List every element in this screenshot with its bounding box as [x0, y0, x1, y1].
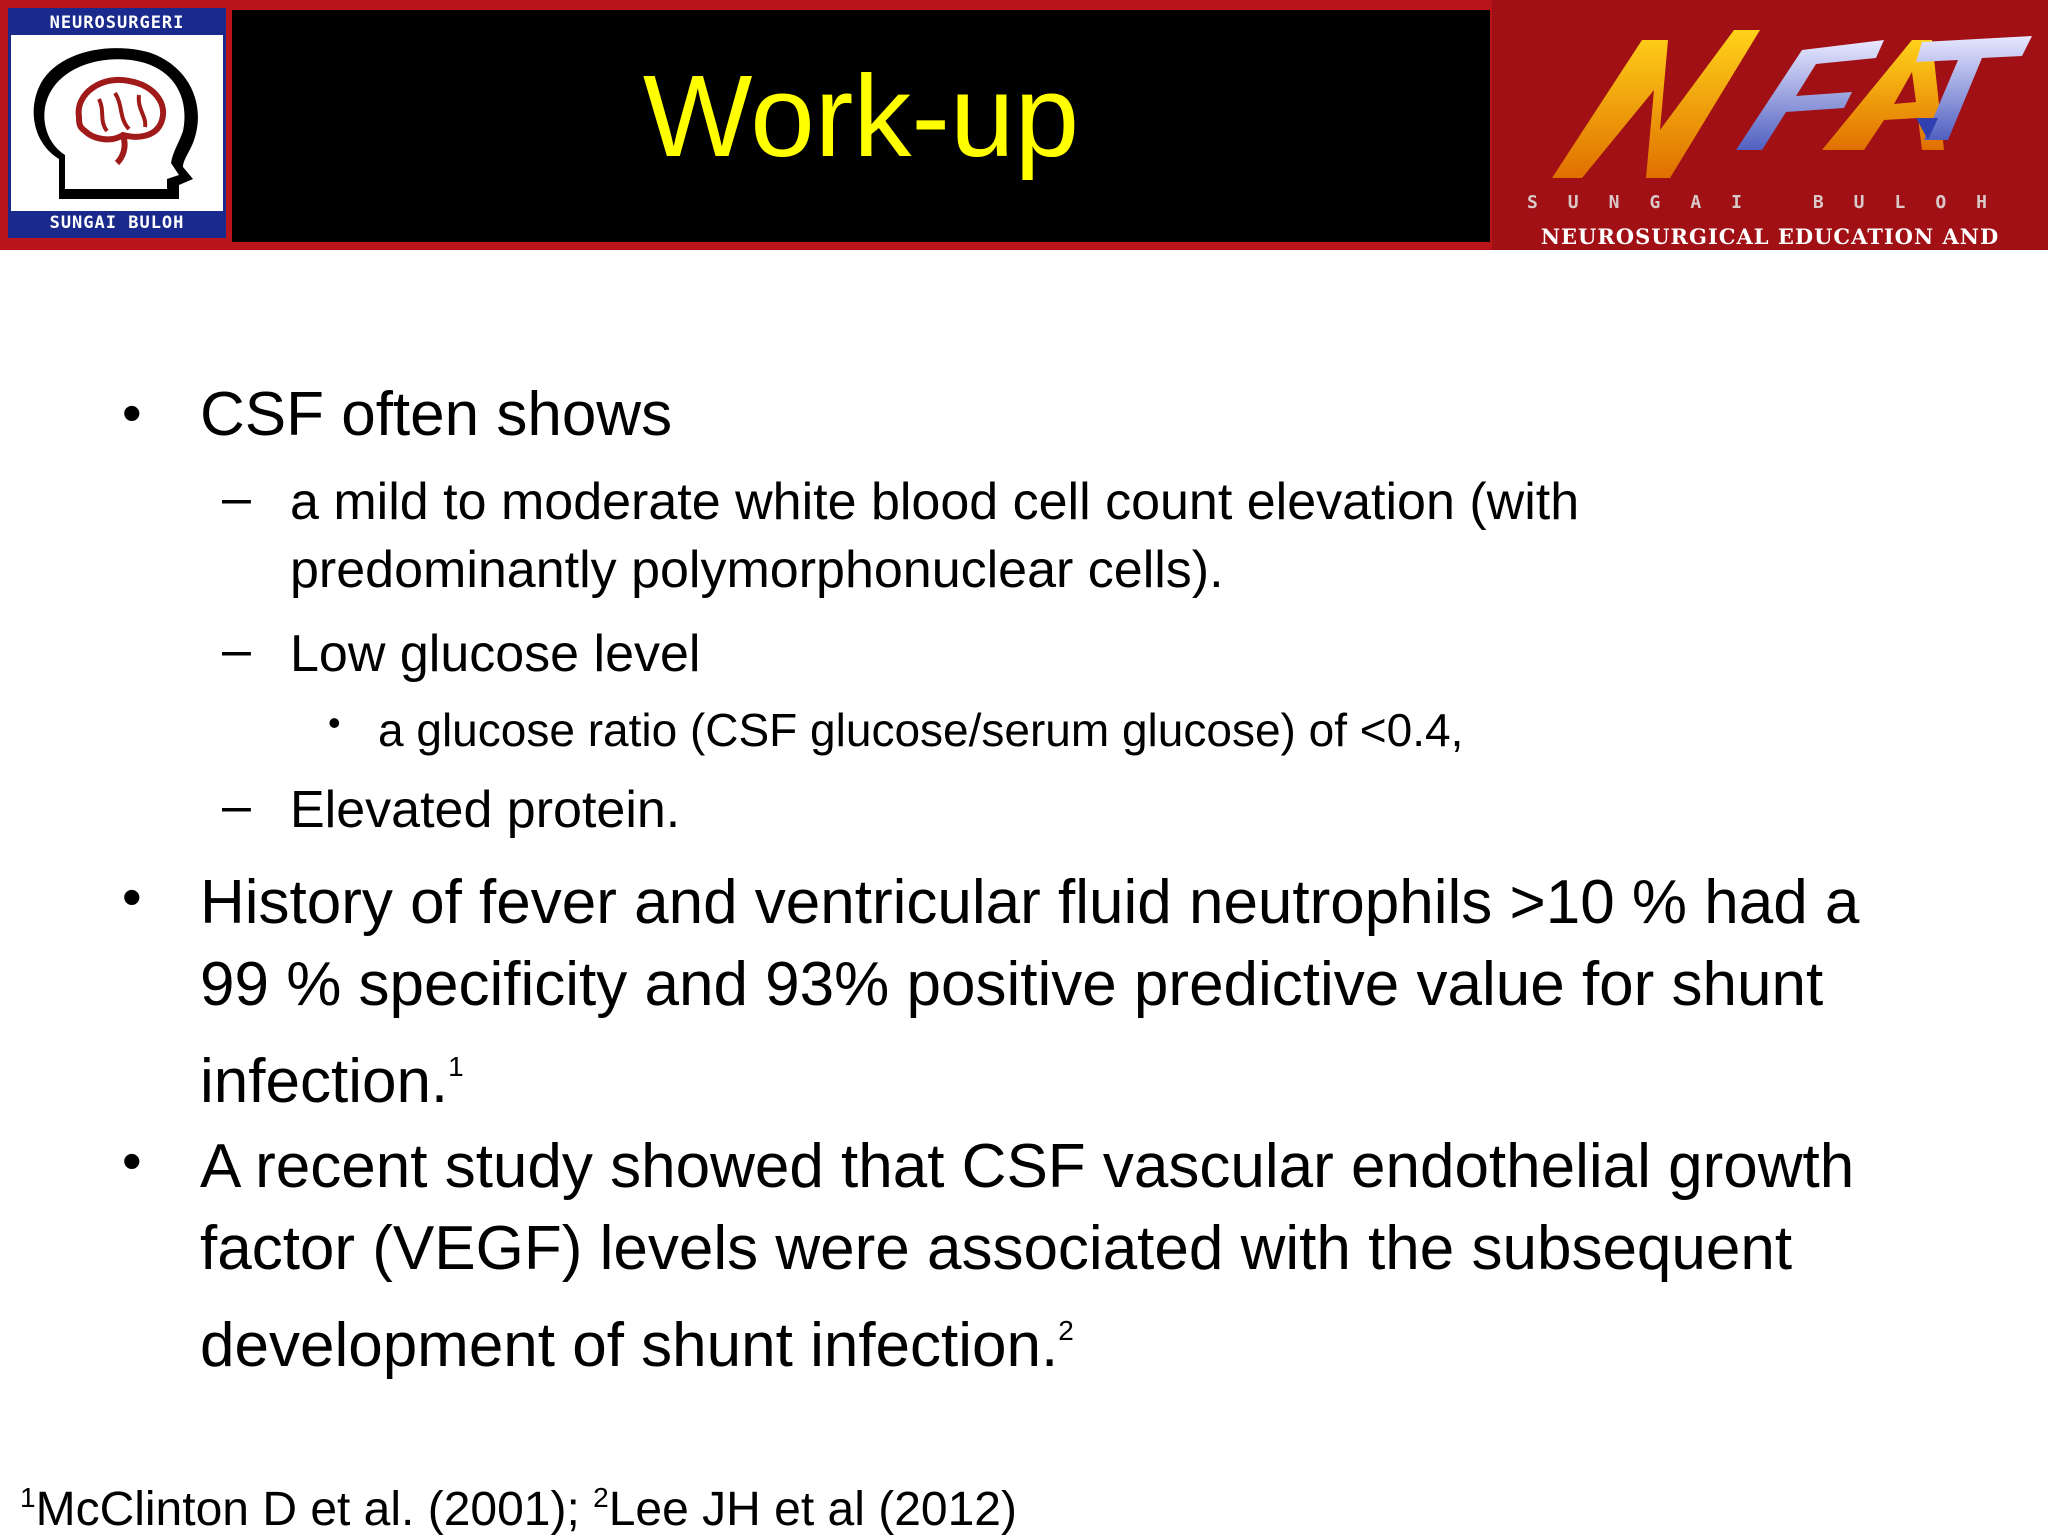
neat-logo: SUNGAI BULOH NEUROSURGICAL EDUCATION AND…: [1492, 0, 2048, 274]
bullet-fever-history: History of fever and ventricular fluid n…: [200, 868, 1860, 1116]
dash-marker: –: [222, 777, 251, 835]
bullet-csf-shows: CSF often shows: [200, 380, 673, 449]
title-band: [232, 10, 1490, 242]
brain-head-icon: [33, 48, 198, 200]
slide-header: Work-up NEUROSURGERI SUNGAI BULOH: [0, 0, 2048, 274]
neat-location-text: SUNGAI BULOH: [1526, 192, 2018, 213]
small-bullet-marker: •: [328, 702, 341, 743]
bullet-marker: •: [122, 381, 142, 444]
neat-tagline: NEUROSURGICAL EDUCATION AND TRAINING: [1540, 224, 2000, 274]
dash-marker: –: [222, 621, 251, 679]
citation-superscript: 1: [448, 1051, 464, 1082]
citation-superscript: 2: [1058, 1315, 1074, 1346]
references-footnote: 1McClinton D et al. (2001); 2Lee JH et a…: [20, 1482, 1017, 1536]
dash-marker: –: [222, 469, 251, 527]
logo-top-text: NEUROSURGERI: [11, 11, 223, 35]
neurosurgeri-logo: NEUROSURGERI SUNGAI BULOH: [8, 8, 226, 238]
logo-bottom-text: SUNGAI BULOH: [11, 211, 223, 235]
bullet-vegf-study: A recent study showed that CSF vascular …: [200, 1132, 1855, 1380]
sub-bullet-glucose: Low glucose level: [290, 625, 701, 683]
bullet-marker: •: [122, 1129, 142, 1192]
sub-sub-bullet-ratio: a glucose ratio (CSF glucose/serum gluco…: [378, 704, 1464, 756]
neat-mark-icon: [1552, 30, 2032, 178]
sub-bullet-protein: Elevated protein.: [290, 781, 681, 839]
slide-title: Work-up: [642, 51, 1080, 181]
bullet-marker: •: [122, 865, 142, 928]
sub-bullet-wbc: a mild to moderate white blood cell coun…: [290, 473, 1580, 599]
